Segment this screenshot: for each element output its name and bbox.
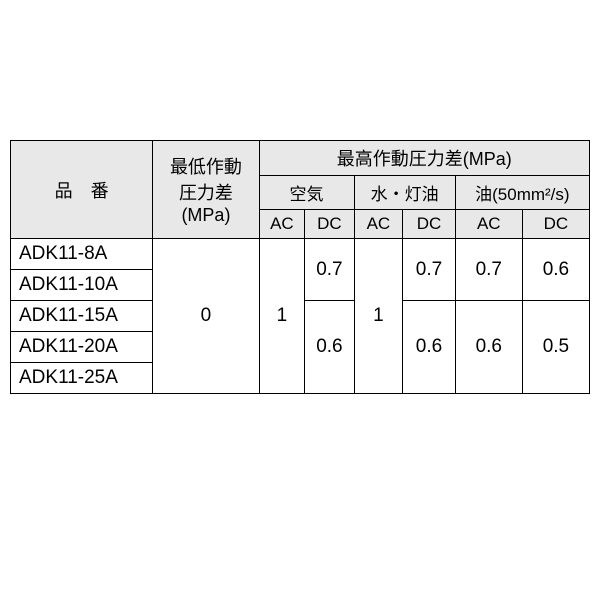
col-max-group-header: 最高作動圧力差(MPa): [259, 141, 589, 176]
air-dc-cell: 0.7: [305, 239, 354, 301]
water-dc-header: DC: [403, 210, 455, 239]
water-dc-cell: 0.6: [403, 301, 455, 394]
model-cell: ADK11-8A: [11, 239, 153, 270]
water-dc-cell: 0.7: [403, 239, 455, 301]
spec-table: 品 番 最低作動 圧力差 (MPa) 最高作動圧力差(MPa) 空気 水・灯油 …: [10, 140, 590, 394]
oil-dc-cell: 0.6: [522, 239, 589, 301]
sub-oil-header: 油(50mm²/s): [455, 176, 589, 210]
oil-ac-cell: 0.7: [455, 239, 522, 301]
col-min-header: 最低作動 圧力差 (MPa): [153, 141, 259, 239]
air-dc-header: DC: [305, 210, 354, 239]
min-cell: 0: [153, 239, 259, 394]
table-row: ADK11-8A 0 1 0.7 1 0.7 0.7 0.6: [11, 239, 590, 270]
model-cell: ADK11-10A: [11, 270, 153, 301]
sub-water-header: 水・灯油: [354, 176, 455, 210]
sub-air-header: 空気: [259, 176, 354, 210]
model-cell: ADK11-20A: [11, 332, 153, 363]
air-ac-header: AC: [259, 210, 305, 239]
oil-dc-header: DC: [522, 210, 589, 239]
model-cell: ADK11-25A: [11, 363, 153, 394]
col-model-header: 品 番: [11, 141, 153, 239]
oil-ac-cell: 0.6: [455, 301, 522, 394]
water-ac-header: AC: [354, 210, 403, 239]
air-ac-cell: 1: [259, 239, 305, 394]
oil-dc-cell: 0.5: [522, 301, 589, 394]
oil-ac-header: AC: [455, 210, 522, 239]
air-dc-cell: 0.6: [305, 301, 354, 394]
water-ac-cell: 1: [354, 239, 403, 394]
model-cell: ADK11-15A: [11, 301, 153, 332]
